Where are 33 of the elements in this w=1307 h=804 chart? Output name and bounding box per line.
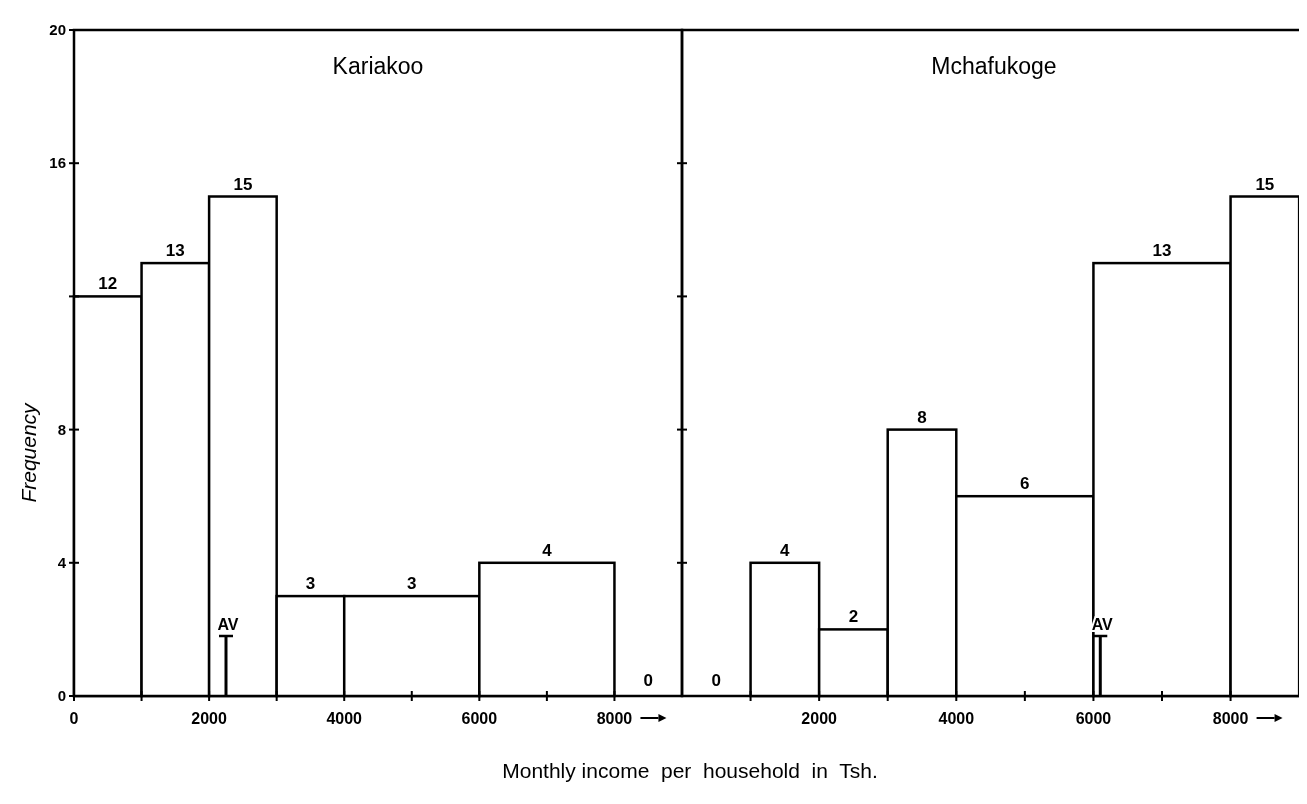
text: Kariakoo	[332, 53, 424, 79]
x-axis-title: Monthly income per household in Tsh.	[502, 759, 878, 782]
data-label: 13	[1152, 241, 1172, 261]
ref-line-label: AV	[217, 616, 239, 633]
data-label: 15	[233, 174, 253, 194]
data-label: 3	[305, 574, 316, 594]
y-tick-label: 0	[57, 687, 66, 704]
data-label: 13	[165, 241, 185, 261]
x-tick-label: 6000	[1075, 710, 1112, 727]
y-axis-title: Frequency	[17, 401, 40, 503]
data-label: 8	[917, 407, 927, 427]
data-label: 2	[848, 607, 859, 627]
x-tick-label: 4000	[938, 710, 975, 727]
data-label: 15	[1255, 174, 1275, 194]
data-label: 4	[780, 540, 791, 560]
x-tick-label: 2000	[191, 710, 228, 727]
x-tick-label: 4000	[326, 710, 363, 727]
y-tick-label: 16	[49, 154, 66, 172]
y-tick-label: 8	[57, 420, 66, 438]
text: Mchafukoge	[931, 53, 1057, 79]
data-label: 4	[542, 540, 553, 560]
y-tick-label: 20	[49, 21, 66, 38]
data-label: 12	[98, 274, 118, 294]
x-tick-label: 0	[69, 710, 79, 727]
y-tick-label: 4	[57, 553, 67, 571]
data-label: 3	[407, 574, 417, 594]
x-tick-label: 8000	[596, 710, 633, 727]
annotation: 0	[643, 671, 653, 690]
data-label: 6	[1020, 474, 1030, 494]
x-tick-label: 2000	[801, 710, 838, 727]
x-tick-label: 6000	[461, 710, 498, 727]
annotation: 0	[711, 671, 722, 690]
x-tick-label: 8000	[1212, 710, 1249, 727]
